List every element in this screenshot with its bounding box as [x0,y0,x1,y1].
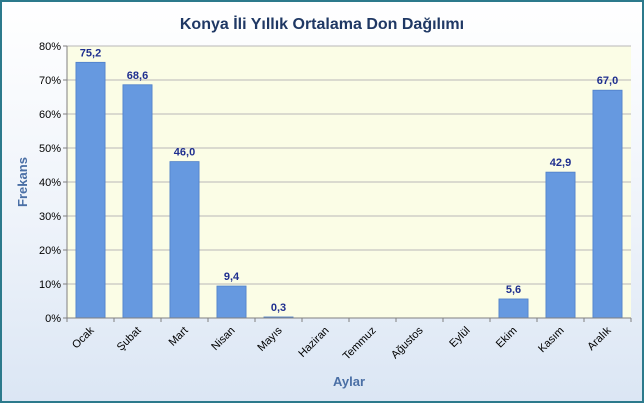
x-tick-label: Şubat [115,325,144,354]
y-tick-label: 0% [45,313,61,325]
bar [498,298,529,319]
y-tick-label: 30% [39,211,61,223]
data-label: 46,0 [174,147,195,159]
bar [122,84,153,319]
data-label: 67,0 [597,75,618,87]
data-label: 5,6 [506,284,521,296]
chart-title: Konya İli Yıllık Ortalama Don Dağılımı [180,15,464,33]
bar [545,171,576,319]
gridlines [67,45,631,285]
data-label: 9,4 [224,271,240,283]
y-tick-label: 60% [39,109,61,121]
y-tick-label: 50% [39,143,61,155]
bar [216,285,247,319]
y-tick-label: 80% [39,41,61,53]
x-tick-label: Eylül [447,325,472,350]
x-tick-label: Mayıs [255,324,285,354]
x-tick-label: Kasım [536,325,567,356]
data-label: 75,2 [80,47,101,59]
x-tick-label: Nisan [209,325,237,353]
data-label: 0,3 [271,302,286,314]
data-labels: 75,2 68,6 46,0 9,4 0,3 5,6 42,9 67,0 [80,47,618,314]
x-tick-label: Ağustos [389,324,426,361]
y-axis-ticks: 0% 10% 20% 30% 40% 50% 60% 70% 80% [39,41,67,325]
y-axis-title: Frekans [15,157,30,207]
x-tick-label: Aralık [585,324,614,353]
x-tick-label: Haziran [296,325,331,360]
data-label: 42,9 [550,157,571,169]
x-tick-label: Ekim [494,325,520,351]
bar [169,161,200,319]
x-tick-label: Temmuz [341,325,379,363]
y-tick-label: 20% [39,245,61,257]
x-tick-label: Mart [167,325,191,349]
y-tick-label: 70% [39,75,61,87]
y-tick-label: 40% [39,177,61,189]
bar [592,89,623,319]
x-axis-title: Aylar [333,374,365,389]
x-axis-ticks: Ocak Şubat Mart Nisan Mayıs Haziran Temmuz Ağus… [66,318,632,363]
y-tick-label: 10% [39,279,61,291]
bar [75,61,106,319]
x-tick-label: Ocak [70,324,97,351]
bars [75,61,623,319]
data-label: 68,6 [127,70,148,82]
